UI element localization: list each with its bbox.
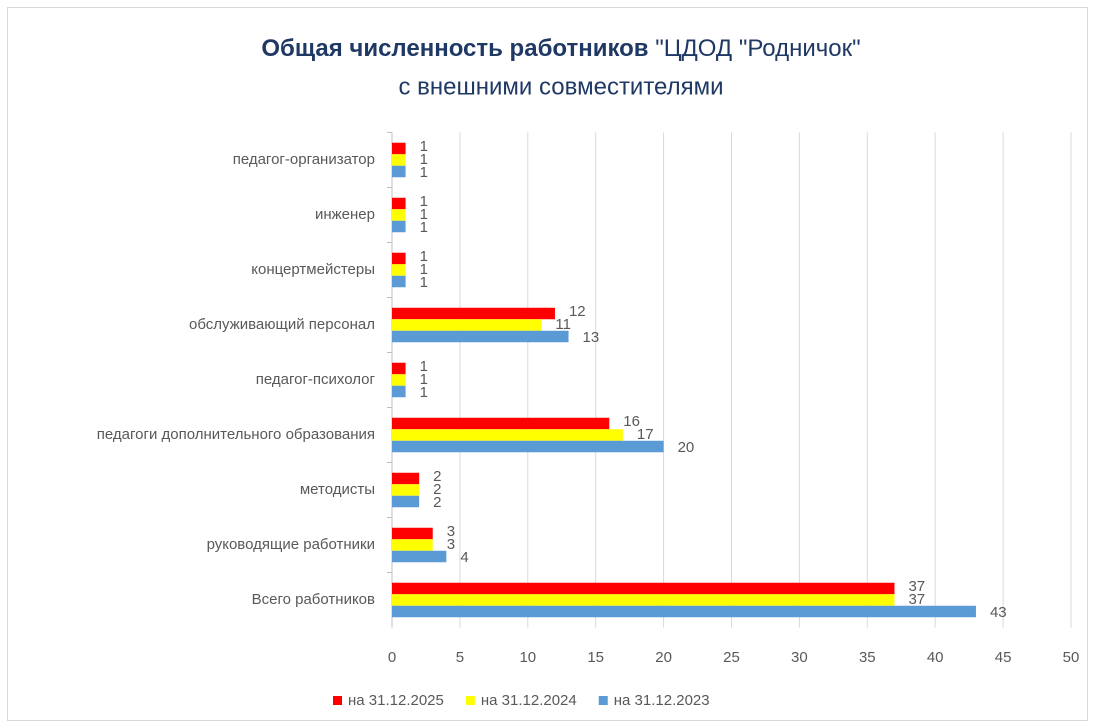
y-tick-label: педагог-психолог xyxy=(256,371,376,388)
legend-swatch xyxy=(333,696,342,705)
value-label: 1 xyxy=(420,358,428,375)
value-label: 13 xyxy=(583,329,600,346)
value-label: 1 xyxy=(420,384,428,401)
y-tick-label: методисты xyxy=(300,481,375,498)
x-tick-label: 45 xyxy=(995,649,1012,666)
legend-label: на 31.12.2024 xyxy=(481,692,577,709)
bar xyxy=(392,362,406,375)
bar xyxy=(392,220,406,233)
value-label: 1 xyxy=(420,151,428,168)
bar xyxy=(392,385,406,398)
bar xyxy=(392,417,610,430)
legend-swatch xyxy=(465,696,475,705)
value-label: 17 xyxy=(637,426,654,443)
legend-label: на 31.12.2023 xyxy=(614,692,710,709)
y-tick-label: концертмейстеры xyxy=(251,261,375,278)
y-tick-label: руководящие работники xyxy=(207,536,375,553)
bar xyxy=(392,550,447,563)
x-tick-label: 20 xyxy=(655,649,672,666)
value-label: 1 xyxy=(420,138,428,155)
bar xyxy=(392,275,406,288)
bar xyxy=(392,484,420,496)
value-label: 11 xyxy=(555,316,571,333)
x-tick-label: 40 xyxy=(927,649,944,666)
y-tick-label: Всего работников xyxy=(252,591,375,608)
value-label: 43 xyxy=(990,604,1007,621)
bar xyxy=(392,527,433,540)
value-label: 1 xyxy=(420,371,428,388)
y-tick-label: инженер xyxy=(315,206,375,223)
x-tick-label: 0 xyxy=(388,649,396,666)
value-label: 3 xyxy=(447,523,455,540)
value-label: 16 xyxy=(623,413,640,430)
value-label: 1 xyxy=(420,248,428,265)
bar xyxy=(392,472,420,485)
bar xyxy=(392,209,406,221)
bar xyxy=(392,539,433,551)
legend-swatch xyxy=(598,696,608,705)
value-label: 1 xyxy=(420,219,428,236)
value-label: 2 xyxy=(433,494,441,511)
x-tick-label: 30 xyxy=(791,649,808,666)
y-tick-label: обслуживающий персонал xyxy=(189,316,375,333)
value-label: 1 xyxy=(420,274,428,291)
x-tick-label: 10 xyxy=(519,649,536,666)
value-label: 1 xyxy=(420,261,428,278)
y-tick-label: педагоги дополнительного образования xyxy=(97,426,375,443)
bar xyxy=(392,197,406,210)
bar xyxy=(392,142,406,155)
bar xyxy=(392,264,406,276)
bar xyxy=(392,330,569,343)
value-label: 37 xyxy=(908,591,925,608)
x-tick-label: 50 xyxy=(1063,649,1080,666)
chart-title: Общая численность работников "ЦДОД "Родн… xyxy=(261,35,860,62)
bar xyxy=(392,374,406,386)
bar xyxy=(392,319,542,331)
x-tick-label: 15 xyxy=(587,649,604,666)
value-label: 3 xyxy=(447,536,455,553)
bar xyxy=(392,440,664,453)
bar xyxy=(392,594,895,606)
x-tick-label: 5 xyxy=(456,649,464,666)
value-label: 20 xyxy=(678,439,695,456)
value-label: 4 xyxy=(460,549,468,566)
title-bold: Общая численность работников xyxy=(261,35,648,62)
bar xyxy=(392,495,420,508)
value-label: 1 xyxy=(420,193,428,210)
y-tick-label: педагог-организатор xyxy=(233,151,375,168)
legend-label: на 31.12.2025 xyxy=(348,692,444,709)
value-label: 1 xyxy=(420,206,428,223)
bar xyxy=(392,252,406,265)
value-label: 37 xyxy=(908,578,925,595)
value-label: 2 xyxy=(433,481,441,498)
chart-subtitle: с внешними совместителями xyxy=(398,73,723,100)
x-tick-label: 25 xyxy=(723,649,740,666)
bar xyxy=(392,429,623,441)
bar xyxy=(392,605,976,618)
bar xyxy=(392,165,406,178)
bar xyxy=(392,307,555,320)
title-rest: "ЦДОД "Родничок" xyxy=(655,35,860,62)
value-label: 1 xyxy=(420,164,428,181)
value-label: 12 xyxy=(569,303,586,320)
value-label: 2 xyxy=(433,468,441,485)
bar xyxy=(392,154,406,166)
x-tick-label: 35 xyxy=(859,649,876,666)
bar xyxy=(392,582,895,595)
